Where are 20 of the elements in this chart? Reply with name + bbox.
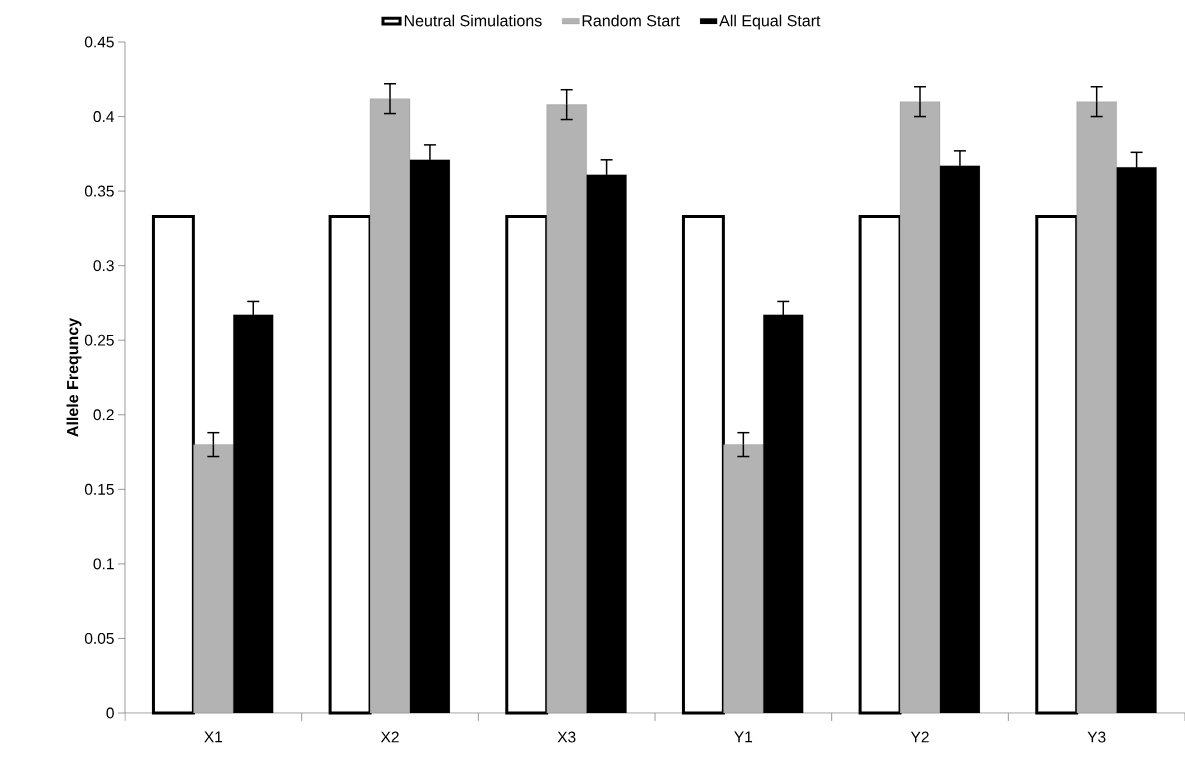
y-tick-label: 0.05 bbox=[84, 632, 114, 644]
x-tick-label: Y1 bbox=[734, 731, 753, 743]
y-tick-label: 0.2 bbox=[93, 409, 114, 421]
x-tick-label: X1 bbox=[204, 731, 223, 743]
x-tick-label: X2 bbox=[380, 731, 399, 743]
x-tick-label: Y3 bbox=[1087, 731, 1106, 743]
y-tick-label: 0.35 bbox=[84, 185, 114, 197]
y-tick-label: 0 bbox=[106, 707, 114, 719]
y-axis-title: Allele Frequncy bbox=[66, 318, 82, 437]
legend-label: All Equal Start bbox=[719, 14, 821, 30]
y-tick-label: 0.25 bbox=[84, 334, 114, 346]
y-tick-label: 0.3 bbox=[93, 260, 114, 272]
y-tick-label: 0.15 bbox=[84, 483, 114, 495]
x-tick-label: Y2 bbox=[910, 731, 929, 743]
y-tick-label: 0.1 bbox=[93, 558, 114, 570]
x-tick-label: X3 bbox=[557, 731, 576, 743]
legend-label: Random Start bbox=[582, 14, 680, 27]
y-tick-label: 0.45 bbox=[84, 36, 114, 48]
y-tick-label: 0.4 bbox=[93, 111, 115, 123]
legend-label: Neutral Simulations bbox=[404, 14, 542, 27]
